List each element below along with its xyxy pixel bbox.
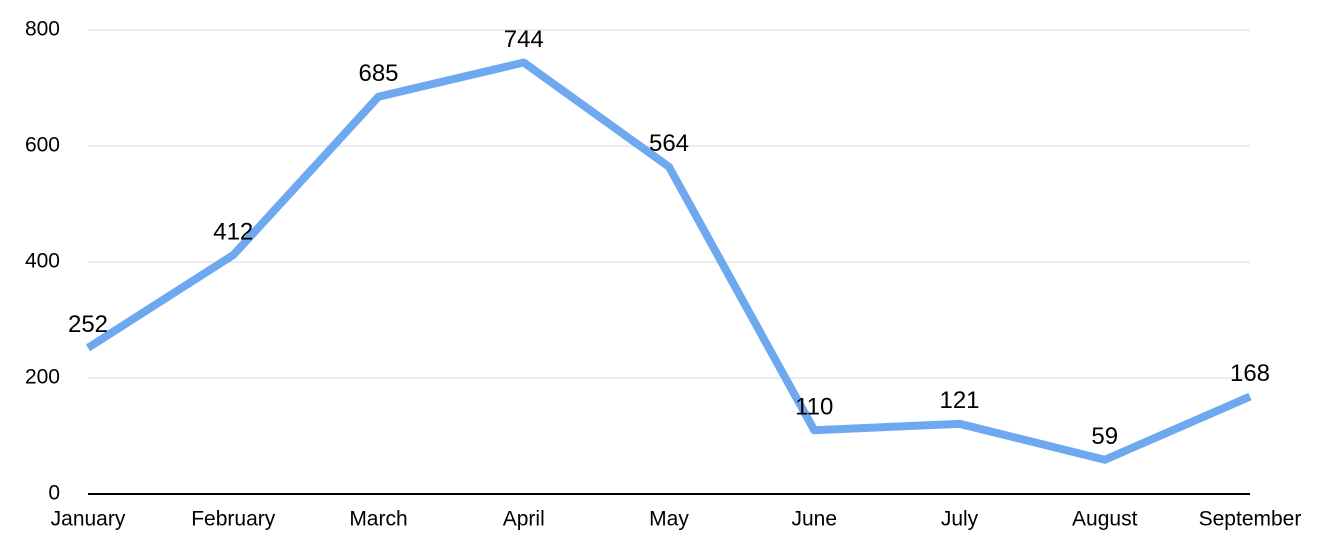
data-label: 121: [939, 387, 979, 414]
data-label: 110: [795, 394, 833, 421]
data-label: 59: [1091, 423, 1118, 450]
data-label: 252: [68, 311, 108, 338]
x-tick-label: July: [941, 508, 979, 531]
y-tick-label: 400: [25, 250, 60, 273]
x-tick-label: June: [791, 508, 837, 531]
x-tick-label: January: [51, 508, 126, 531]
x-tick-label: August: [1072, 508, 1138, 531]
data-label: 685: [358, 60, 398, 87]
y-tick-label: 800: [25, 18, 60, 41]
x-tick-label: March: [349, 508, 407, 531]
data-label: 564: [649, 130, 689, 157]
y-tick-label: 600: [25, 134, 60, 157]
y-tick-label: 0: [48, 482, 60, 505]
x-tick-label: February: [191, 508, 276, 531]
data-label: 168: [1230, 360, 1270, 387]
x-tick-label: April: [503, 508, 545, 531]
data-label: 744: [504, 26, 544, 53]
x-tick-label: May: [649, 508, 689, 531]
data-label: 412: [213, 218, 253, 245]
y-tick-label: 200: [25, 366, 60, 389]
x-tick-label: September: [1199, 508, 1302, 531]
line-series: [85, 58, 1252, 464]
